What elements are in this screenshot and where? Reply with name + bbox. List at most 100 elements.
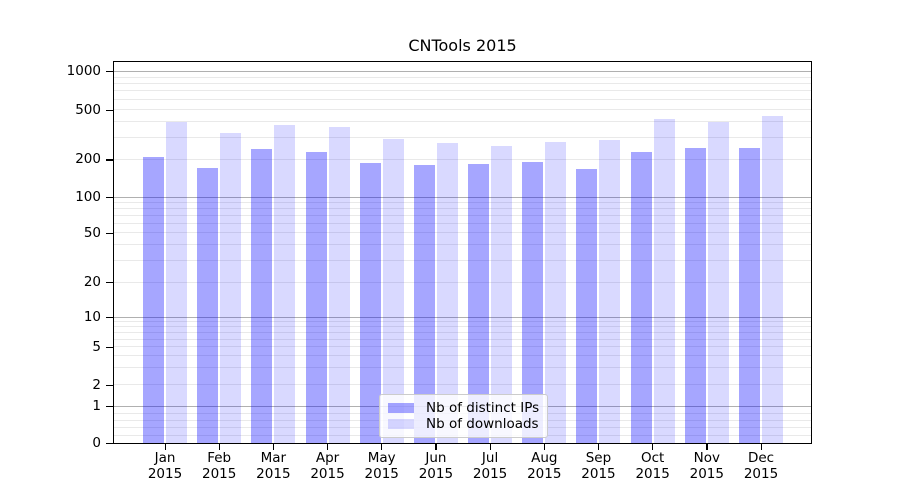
x-label-month: Nov bbox=[693, 450, 720, 466]
bar-distinct-ips-jan bbox=[143, 157, 164, 443]
bar-distinct-ips-oct bbox=[630, 151, 652, 443]
minor-gridline-600 bbox=[114, 98, 811, 100]
y-tick-100 bbox=[106, 197, 114, 199]
x-label-year: 2015 bbox=[635, 465, 670, 482]
y-tick-label-2: 2 bbox=[92, 376, 101, 393]
y-tick-label-50: 50 bbox=[83, 224, 101, 241]
y-tick-label-200: 200 bbox=[75, 151, 101, 168]
x-label-month: Apr bbox=[315, 450, 340, 466]
major-gridline-1000 bbox=[114, 70, 811, 72]
minor-gridline-7 bbox=[114, 331, 811, 333]
y-tick-200 bbox=[106, 159, 114, 161]
bar-downloads-jul bbox=[491, 146, 513, 443]
legend: Nb of distinct IPs Nb of downloads bbox=[379, 394, 548, 438]
bar-distinct-ips-sep bbox=[576, 169, 598, 443]
x-tick-label-nov: Nov 2015 bbox=[679, 450, 735, 482]
bar-distinct-ips-jun bbox=[413, 165, 435, 443]
x-label-year: 2015 bbox=[310, 465, 345, 482]
x-label-year: 2015 bbox=[364, 465, 399, 482]
minor-gridline-70 bbox=[114, 215, 811, 217]
bar-downloads-may bbox=[382, 139, 404, 443]
x-tick-oct bbox=[652, 443, 654, 450]
x-tick-label-jan: Jan 2015 bbox=[137, 450, 193, 482]
bar-downloads-aug bbox=[545, 142, 567, 443]
bar-distinct-ips-nov bbox=[684, 148, 706, 443]
legend-swatch-downloads bbox=[388, 419, 414, 429]
y-tick-label-1: 1 bbox=[92, 398, 101, 415]
bar-distinct-ips-dec bbox=[739, 148, 760, 443]
x-tick-label-jul: Jul 2015 bbox=[462, 450, 518, 482]
y-tick-label-5: 5 bbox=[92, 338, 101, 355]
x-label-month: Oct bbox=[640, 450, 665, 466]
x-label-month: Mar bbox=[260, 450, 287, 466]
minor-gridline-80 bbox=[114, 208, 811, 210]
bar-distinct-ips-apr bbox=[305, 151, 327, 443]
x-label-month: May bbox=[367, 450, 396, 466]
x-tick-label-dec: Dec 2015 bbox=[733, 450, 789, 482]
bars-layer bbox=[114, 62, 811, 443]
minor-gridline-500 bbox=[114, 109, 811, 111]
legend-entry-downloads: Nb of downloads bbox=[388, 416, 539, 432]
x-tick-feb bbox=[218, 443, 220, 450]
x-tick-dec bbox=[760, 443, 762, 450]
chart-title: CNTools 2015 bbox=[408, 36, 517, 55]
bar-distinct-ips-aug bbox=[522, 162, 544, 443]
minor-gridline-20 bbox=[114, 281, 811, 283]
legend-label-distinct-ips: Nb of distinct IPs bbox=[426, 400, 540, 416]
bar-downloads-jan bbox=[166, 121, 187, 443]
x-tick-label-may: May 2015 bbox=[354, 450, 410, 482]
x-label-year: 2015 bbox=[472, 465, 508, 482]
minor-gridline-8 bbox=[114, 326, 811, 328]
minor-gridline-300 bbox=[114, 136, 811, 138]
x-label-month: Jan bbox=[154, 450, 176, 466]
bar-distinct-ips-jul bbox=[468, 164, 490, 443]
x-label-month: Jul bbox=[481, 450, 499, 466]
x-tick-label-aug: Aug 2015 bbox=[516, 450, 572, 482]
x-label-year: 2015 bbox=[743, 465, 779, 482]
bar-downloads-feb bbox=[220, 133, 242, 443]
x-label-month: Feb bbox=[207, 450, 232, 466]
minor-gridline-9 bbox=[114, 321, 811, 323]
y-tick-50 bbox=[106, 232, 114, 234]
x-tick-jul bbox=[489, 443, 491, 450]
minor-gridline-60 bbox=[114, 222, 811, 224]
bar-downloads-apr bbox=[328, 126, 350, 443]
minor-gridline-700 bbox=[114, 90, 811, 92]
bar-distinct-ips-mar bbox=[251, 148, 273, 443]
y-tick-label-100: 100 bbox=[75, 189, 101, 206]
minor-gridline-200 bbox=[114, 159, 811, 160]
major-gridline-10 bbox=[114, 316, 811, 318]
legend-swatch-distinct-ips bbox=[388, 403, 414, 413]
y-tick-1000 bbox=[106, 71, 114, 73]
legend-entry-distinct-ips: Nb of distinct IPs bbox=[388, 400, 539, 416]
y-tick-500 bbox=[106, 109, 114, 111]
x-tick-apr bbox=[327, 443, 329, 450]
y-tick-label-1000: 1000 bbox=[66, 63, 101, 80]
minor-gridline-90 bbox=[114, 202, 811, 204]
x-tick-label-feb: Feb 2015 bbox=[191, 450, 247, 482]
y-tick-0 bbox=[106, 442, 114, 444]
y-tick-1 bbox=[106, 406, 114, 408]
legend-label-downloads: Nb of downloads bbox=[426, 416, 539, 432]
x-tick-label-mar: Mar 2015 bbox=[245, 450, 301, 482]
bar-downloads-mar bbox=[274, 124, 296, 443]
bar-downloads-nov bbox=[707, 122, 729, 443]
y-tick-label-20: 20 bbox=[83, 274, 101, 291]
minor-gridline-4 bbox=[114, 355, 811, 357]
x-label-month: Jun bbox=[425, 450, 447, 466]
y-tick-2 bbox=[106, 384, 114, 386]
x-tick-label-jun: Jun 2015 bbox=[408, 450, 464, 482]
y-tick-20 bbox=[106, 282, 114, 284]
x-label-year: 2015 bbox=[256, 465, 291, 482]
minor-gridline-2 bbox=[114, 384, 811, 386]
bar-downloads-jun bbox=[436, 142, 458, 443]
minor-gridline-800 bbox=[114, 83, 811, 85]
x-label-month: Aug bbox=[531, 450, 558, 466]
y-tick-label-10: 10 bbox=[83, 309, 101, 326]
x-label-year: 2015 bbox=[418, 465, 454, 482]
x-label-year: 2015 bbox=[147, 465, 183, 482]
minor-gridline-6 bbox=[114, 338, 811, 340]
bar-downloads-oct bbox=[653, 119, 675, 443]
x-tick-label-apr: Apr 2015 bbox=[300, 450, 356, 482]
y-tick-5 bbox=[106, 346, 114, 348]
